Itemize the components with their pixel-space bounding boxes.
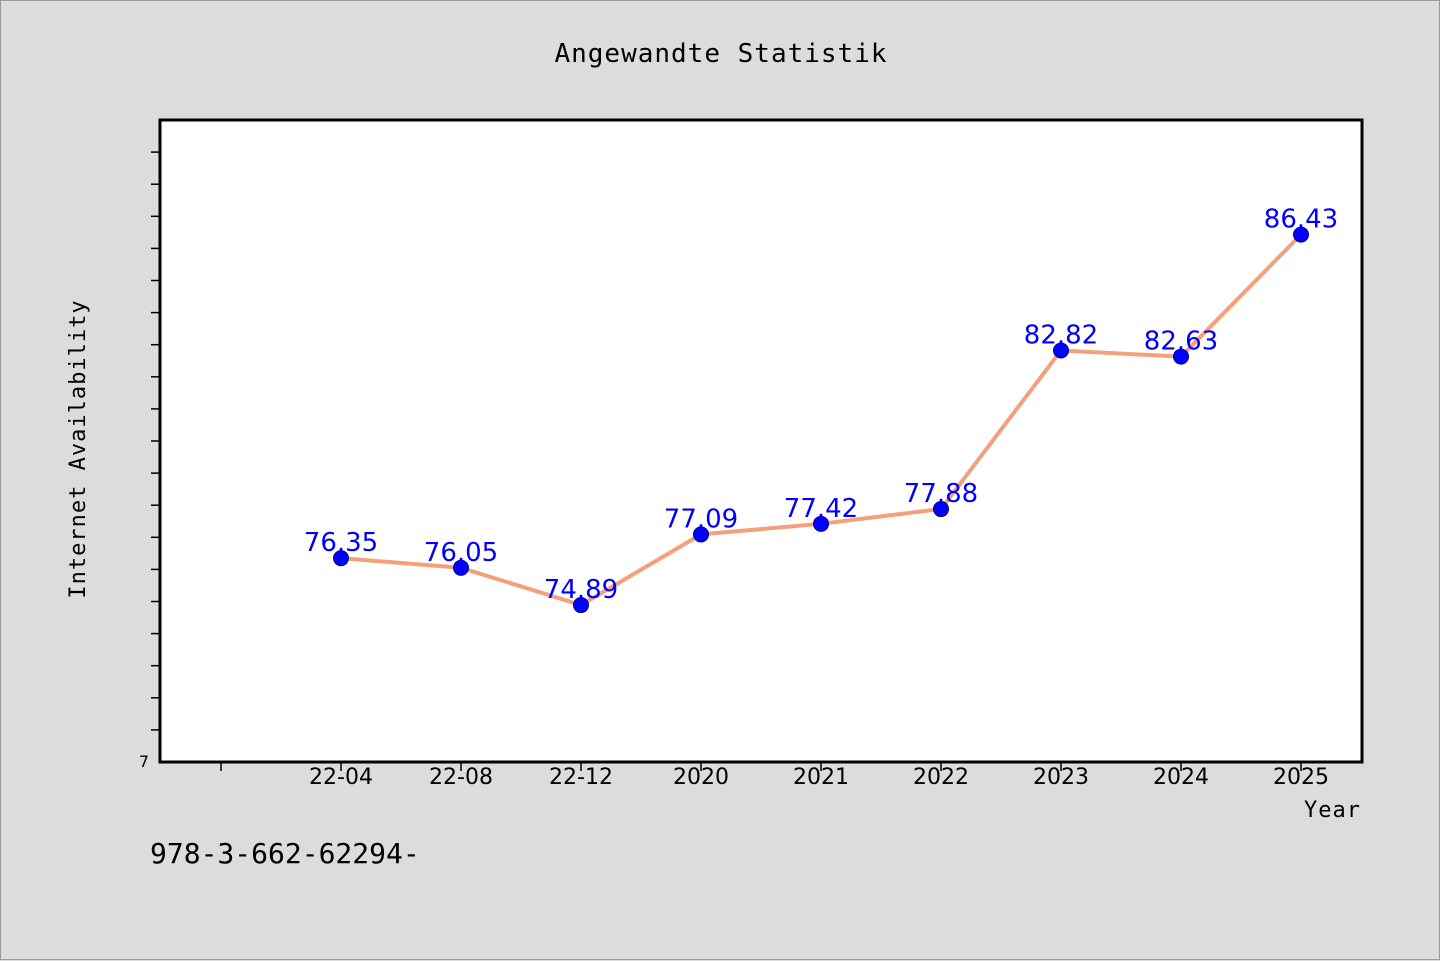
data-label: 76.35 xyxy=(304,528,378,558)
series-markers xyxy=(333,226,1309,614)
y-axis-ticks xyxy=(151,151,160,731)
plot-area xyxy=(158,118,1364,764)
x-tick-label: 22-04 xyxy=(309,765,373,790)
data-label: 86.43 xyxy=(1264,205,1338,235)
data-point xyxy=(573,597,589,614)
data-label: 77.09 xyxy=(664,504,738,534)
data-label: 82.82 xyxy=(1024,320,1098,350)
x-tick-label: 22-08 xyxy=(429,765,493,790)
x-tick-label: 2025 xyxy=(1273,765,1329,790)
x-tick-labels: 22-04 22-08 22-12 2020 2021 2022 2023 2024 2025 xyxy=(309,765,1329,790)
data-point xyxy=(1293,226,1309,243)
footnote-isbn: 978-3-662-62294- xyxy=(150,837,420,870)
x-tick-label: 2020 xyxy=(673,765,729,790)
y-tick-label: 7 xyxy=(139,752,149,771)
data-point xyxy=(693,526,709,543)
data-label: 82.63 xyxy=(1144,327,1218,357)
x-tick-label: 2023 xyxy=(1033,765,1089,790)
x-tick-label: 2021 xyxy=(793,765,849,790)
x-axis-ticks xyxy=(220,762,1302,771)
data-labels: 76.35 76.05 74.89 77.09 77.42 77.88 82.82 82.63… xyxy=(304,205,1338,605)
data-label: 77.88 xyxy=(904,479,978,509)
x-tick-label: 22-12 xyxy=(549,765,613,790)
data-label: 76.05 xyxy=(424,538,498,568)
data-point xyxy=(333,550,349,567)
chart-title: Angewandte Statistik xyxy=(554,39,887,69)
data-point xyxy=(453,559,469,576)
data-label: 77.42 xyxy=(784,494,858,524)
x-tick-label: 2022 xyxy=(913,765,969,790)
x-tick-label: 2024 xyxy=(1153,765,1209,790)
x-axis-label: Year xyxy=(1304,798,1361,823)
data-point xyxy=(933,501,949,518)
data-point xyxy=(1053,342,1069,359)
data-point xyxy=(1173,348,1189,365)
data-point xyxy=(813,515,829,532)
data-label: 74.89 xyxy=(544,575,618,605)
y-axis-label: Internet Availability xyxy=(66,299,91,598)
